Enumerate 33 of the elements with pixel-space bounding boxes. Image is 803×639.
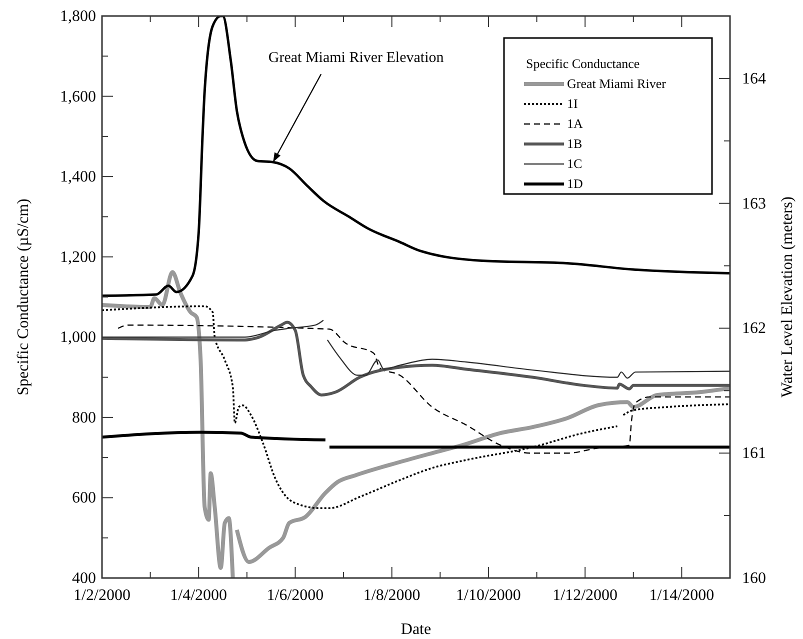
x-tick-label: 1/10/2000 <box>456 587 521 604</box>
legend-label: Great Miami River <box>567 76 667 91</box>
y2-tick-label: 161 <box>742 445 766 462</box>
x-axis-title: Date <box>400 621 432 638</box>
x-tick-label: 1/12/2000 <box>552 587 618 604</box>
line-series <box>102 16 730 297</box>
y2-axis-title: Water Level Elevation (meters) <box>779 196 796 398</box>
y-tick-label: 1,800 <box>60 8 96 25</box>
y-tick-label: 800 <box>72 409 96 426</box>
x-tick-label: 1/8/2000 <box>363 587 420 604</box>
legend-label: 1B <box>567 136 582 151</box>
legend-label: 1C <box>567 156 582 171</box>
y-tick-label: 1,000 <box>60 329 96 346</box>
y-tick-label: 1,400 <box>60 168 96 186</box>
y-tick-label: 600 <box>72 490 96 507</box>
legend-label: 1I <box>567 96 578 111</box>
annotation: Great Miami River Elevation <box>268 50 444 66</box>
y-tick-label: 400 <box>72 570 96 587</box>
x-tick-label: 1/6/2000 <box>266 587 324 604</box>
y-tick-label: 1,600 <box>60 88 96 106</box>
y2-tick-label: 163 <box>742 195 766 212</box>
y2-tick-label: 162 <box>742 320 766 338</box>
legend-label: 1A <box>567 116 584 131</box>
x-tick-label: 1/2/2000 <box>74 587 130 604</box>
legend-title: Specific Conductance <box>526 56 640 71</box>
line-series <box>102 320 730 396</box>
x-tick-label: 1/14/2000 <box>649 587 714 604</box>
x-tick-label: 1/4/2000 <box>170 587 228 604</box>
y2-tick-label: 160 <box>742 570 766 587</box>
y-tick-label: 1,200 <box>60 248 96 266</box>
y-axis-title: Specific Conductance (µS/cm) <box>15 198 32 396</box>
y2-tick-label: 164 <box>742 70 766 88</box>
legend-label: 1D <box>567 176 583 191</box>
